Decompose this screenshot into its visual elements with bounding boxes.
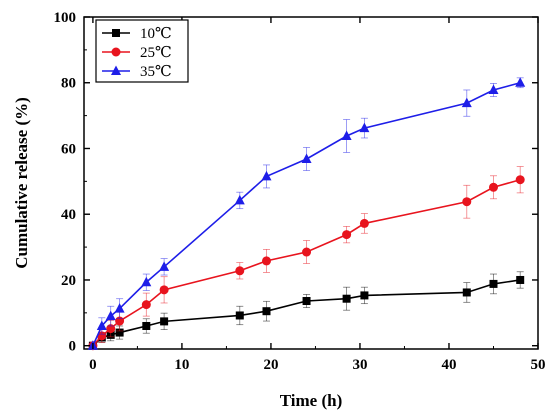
data-point [462,197,472,207]
data-point [488,84,499,94]
data-point [301,153,312,164]
legend-label: 35℃ [140,64,172,80]
series-layer [87,77,526,351]
data-point [141,276,152,287]
x-tick-label: 30 [352,357,367,373]
series-0 [88,271,525,350]
data-point [234,194,245,205]
series-line [92,279,521,347]
x-tick-label: 0 [89,357,97,373]
y-tick-label: 100 [54,10,77,26]
data-point [160,317,169,326]
data-point [142,321,151,330]
data-point [302,247,312,257]
ticks-layer: 0 10 20 30 40 50 0 20 40 60 80 100 [54,10,546,373]
data-point [141,300,151,310]
y-tick-label: 20 [61,273,76,289]
data-point [159,285,169,295]
y-tick-label: 80 [61,76,76,92]
legend-swatch-marker [111,65,121,75]
data-point [261,170,272,181]
series-2 [87,77,526,350]
data-point [461,97,472,108]
y-tick-label: 60 [61,141,76,157]
series-1 [88,166,525,351]
data-point [261,256,271,266]
x-tick-label: 10 [174,357,189,373]
data-point [302,297,311,306]
y-tick-label: 0 [69,339,77,355]
plot-frame [83,16,539,350]
data-point [105,310,116,321]
data-point [462,288,471,297]
legend-swatch-marker [112,29,120,37]
x-tick-label: 50 [531,357,546,373]
data-point [359,122,370,133]
legend: 10℃ 25℃ 35℃ [95,19,189,83]
legend-label: 10℃ [140,26,172,42]
x-tick-label: 20 [263,357,278,373]
data-point [262,307,271,316]
y-axis-label: Cumulative release (%) [12,97,31,269]
data-point [341,130,352,140]
data-point [515,77,526,87]
data-point [359,218,369,228]
data-point [159,261,170,271]
data-point [360,291,369,300]
data-point [342,230,352,240]
x-tick-label: 40 [441,357,456,373]
data-point [235,311,244,320]
data-point [515,175,525,185]
data-point [97,331,107,341]
data-point [488,182,498,192]
data-point [342,294,351,303]
legend-label: 25℃ [140,45,172,61]
data-point [489,279,498,288]
data-point [115,328,124,337]
data-point [114,303,125,313]
data-point [235,266,245,276]
data-point [96,320,107,330]
y-tick-label: 40 [61,207,76,223]
legend-swatch-marker [111,47,121,57]
x-axis-label: Time (h) [280,391,343,410]
data-point [516,275,525,284]
